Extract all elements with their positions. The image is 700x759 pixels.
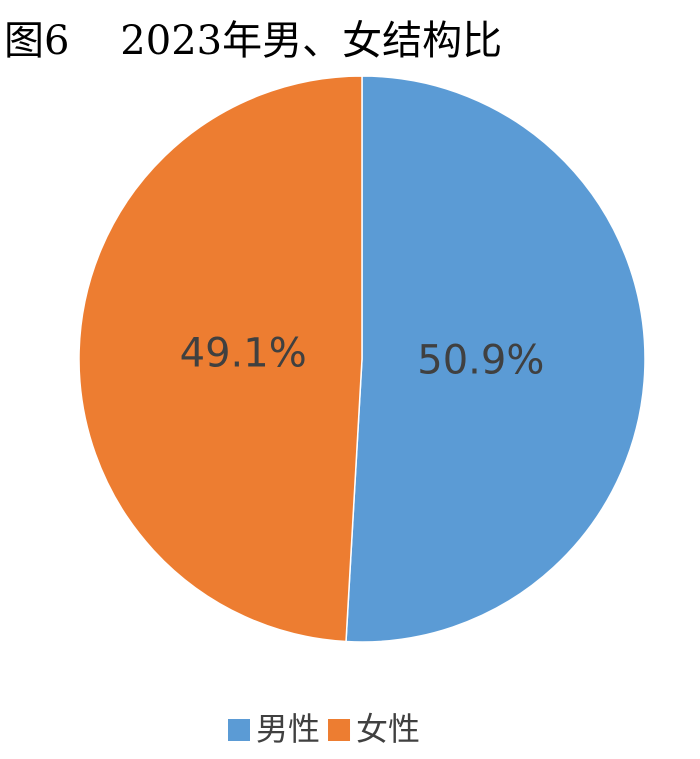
value-label: 50.9% [417, 337, 544, 383]
legend-label: 女性 [356, 710, 420, 748]
legend-swatch [228, 719, 250, 741]
pie-slice [78, 75, 363, 643]
legend-label: 男性 [256, 710, 320, 748]
chart-title: 图6 2023年男、女结构比 [4, 18, 502, 64]
legend-swatch [328, 719, 351, 741]
value-label: 49.1% [180, 331, 307, 377]
pie-slice [345, 75, 646, 643]
